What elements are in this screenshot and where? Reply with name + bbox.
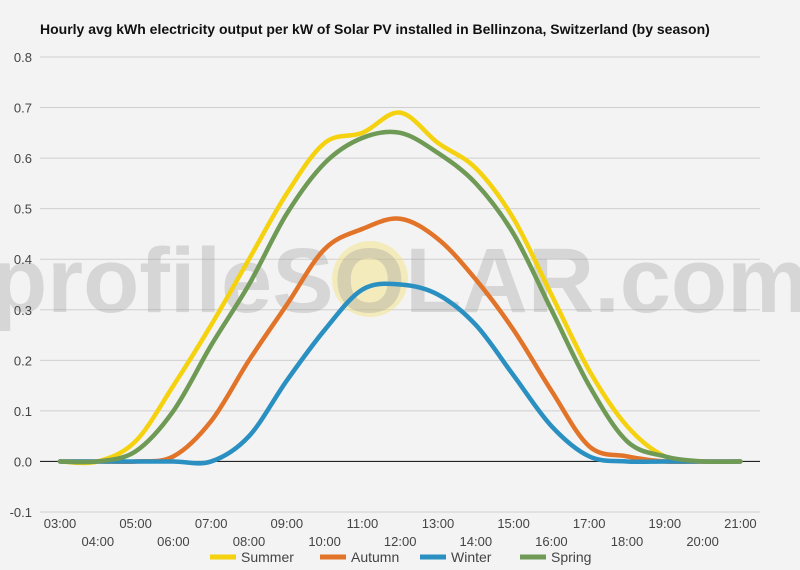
x-tick-label: 09:00 [271,516,304,531]
x-tick-label: 19:00 [649,516,682,531]
x-tick-label: 21:00 [724,516,757,531]
x-tick-label: 17:00 [573,516,606,531]
x-tick-label: 16:00 [535,534,568,549]
series-line-spring [57,129,743,465]
x-tick-label: 14:00 [460,534,493,549]
series-line-summer [57,110,743,466]
y-tick-label: -0.1 [10,505,32,520]
legend-label-autumn: Autumn [351,549,399,565]
y-tick-label: 0.2 [14,353,32,368]
series-layer [57,110,743,466]
series-line-winter [57,281,743,466]
x-tick-label: 08:00 [233,534,266,549]
x-tick-label: 10:00 [308,534,341,549]
watermark-text: profileSOLAR.com [0,230,800,332]
x-tick-label: 15:00 [497,516,530,531]
x-tick-label: 20:00 [686,534,719,549]
x-axis-ticks: 03:00 04:00 05:00 06:00 07:00 08:00 09:00 10:00… [44,516,757,549]
x-tick-label: 11:00 [347,516,379,531]
y-tick-label: 0.3 [14,303,32,318]
x-tick-label: 13:00 [422,516,455,531]
legend-label-summer: Summer [241,549,294,565]
y-tick-label: 0.4 [14,252,32,267]
x-tick-label: 12:00 [384,534,417,549]
legend-label-winter: Winter [451,549,492,565]
x-tick-label: 18:00 [611,534,644,549]
legend: Summer Autumn Winter Spring [210,549,591,565]
chart-title: Hourly avg kWh electricity output per kW… [40,21,710,37]
y-axis-ticks: 0.8 0.7 0.6 0.5 0.4 0.3 0.2 0.1 0.0 -0.1 [10,50,32,520]
x-tick-label: 03:00 [44,516,77,531]
y-tick-label: 0.5 [14,202,32,217]
y-tick-label: 0.7 [14,101,32,116]
x-tick-label: 05:00 [119,516,152,531]
x-tick-label: 07:00 [195,516,228,531]
series-line-autumn [57,216,743,465]
grid-layer [40,56,760,513]
y-tick-label: 0.8 [14,50,32,65]
y-tick-label: 0.0 [14,454,32,469]
watermark-layer: profileSOLAR.com [0,230,800,332]
x-tick-label: 04:00 [82,534,115,549]
y-tick-label: 0.1 [14,404,32,419]
x-tick-label: 06:00 [157,534,190,549]
legend-label-spring: Spring [551,549,591,565]
y-tick-label: 0.6 [14,151,32,166]
